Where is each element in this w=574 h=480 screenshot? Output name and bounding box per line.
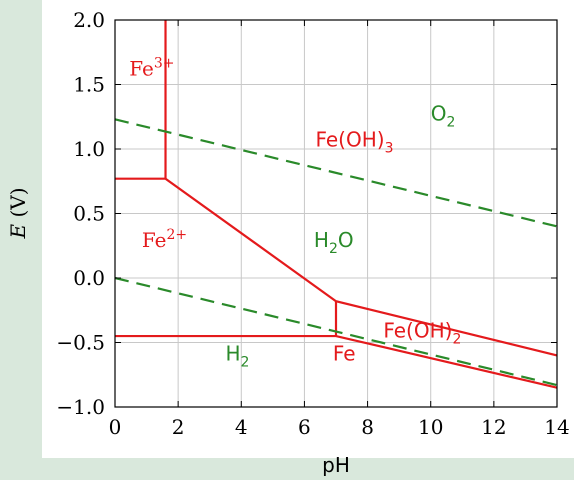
region-label: Fe3+ bbox=[129, 55, 174, 80]
x-tick-label: 14 bbox=[544, 415, 569, 439]
phase-boundary-line bbox=[115, 177, 558, 357]
region-label: Fe bbox=[333, 342, 356, 366]
x-tick-label: 4 bbox=[235, 415, 248, 439]
y-tick-label: 0.0 bbox=[73, 266, 105, 290]
y-axis-label: E (V) bbox=[6, 187, 30, 239]
x-tick-label: 8 bbox=[361, 415, 374, 439]
region-label: Fe2+ bbox=[142, 227, 187, 252]
x-tick-label: 0 bbox=[109, 415, 122, 439]
x-tick-label: 2 bbox=[172, 415, 185, 439]
x-tick-label: 6 bbox=[298, 415, 311, 439]
region-label: O2 bbox=[431, 102, 456, 131]
y-tick-label: −1.0 bbox=[56, 395, 105, 419]
plot-lines bbox=[114, 20, 558, 389]
chart-background bbox=[42, 0, 574, 458]
y-tick-label: 0.5 bbox=[73, 202, 105, 226]
y-tick-label: −0.5 bbox=[56, 331, 105, 355]
water-stability-line bbox=[114, 118, 558, 228]
y-tick-label: 1.0 bbox=[73, 137, 105, 161]
x-tick-label: 12 bbox=[481, 415, 506, 439]
x-tick-label: 10 bbox=[418, 415, 443, 439]
region-label: H2O bbox=[314, 228, 354, 257]
y-tick-label: 2.0 bbox=[73, 8, 105, 32]
axis-ticks: 0 2 4 6 8 10 12 14 −1.0 −0.5 0.0 0.5 1.0 1.5 2.0 bbox=[56, 8, 569, 439]
region-label: Fe(OH)3 bbox=[315, 127, 393, 156]
region-labels: Fe3+ O2 Fe(OH)3 Fe2+ H2O Fe(OH)2 H2 Fe bbox=[129, 55, 461, 370]
x-axis-label: pH bbox=[322, 453, 350, 476]
y-tick-label: 1.5 bbox=[73, 73, 105, 97]
grid bbox=[115, 20, 557, 407]
region-label: H2 bbox=[226, 342, 250, 371]
water-stability-line bbox=[114, 276, 558, 387]
region-label: Fe(OH)2 bbox=[383, 318, 461, 347]
